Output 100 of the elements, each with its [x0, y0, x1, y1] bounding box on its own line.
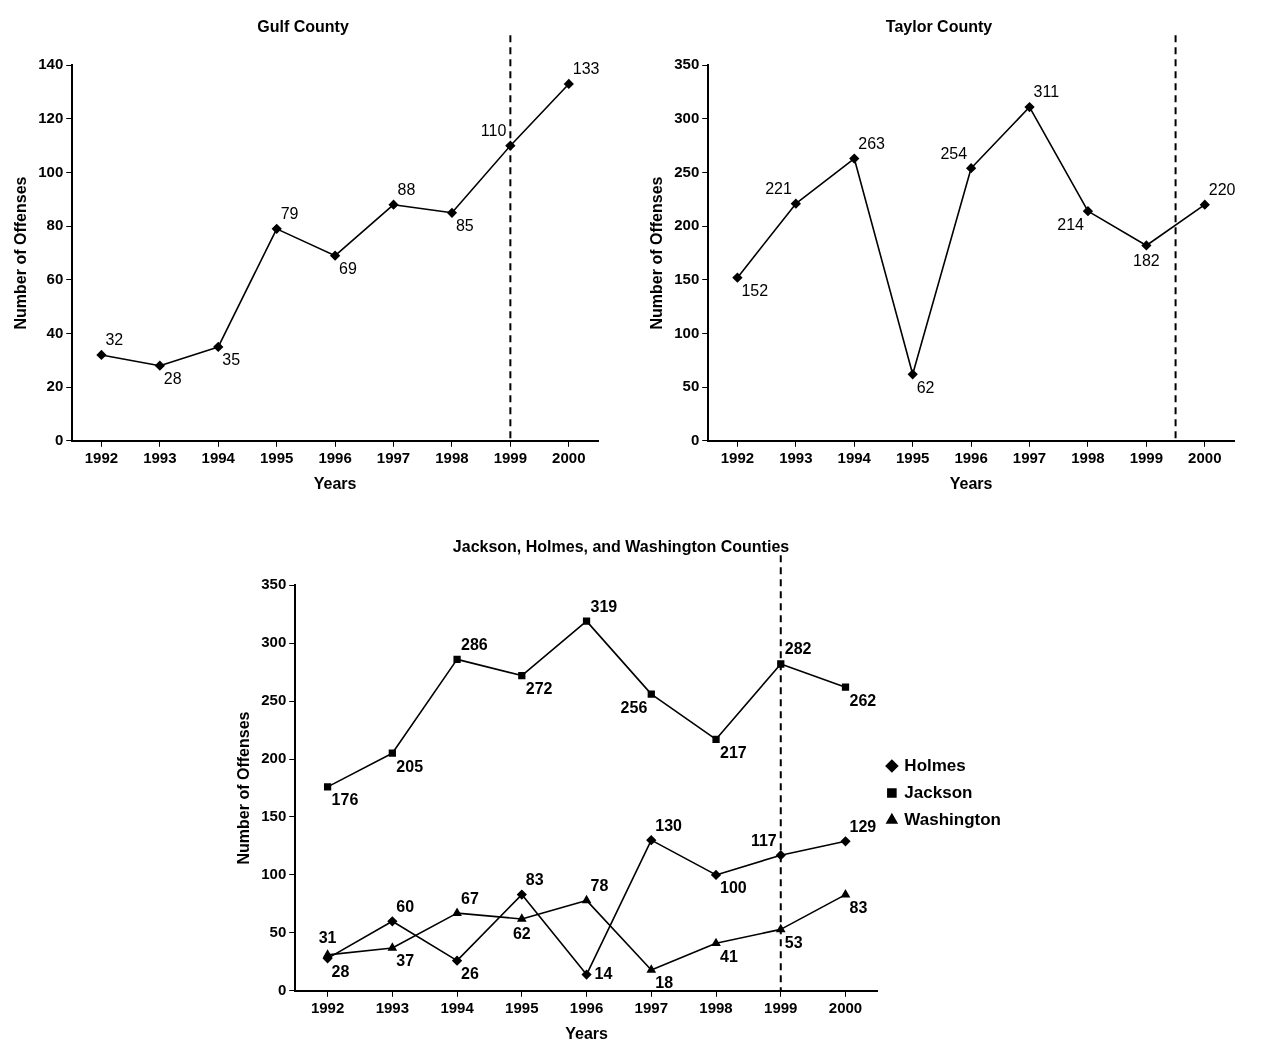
data-label: 133 — [572, 60, 600, 78]
chart-title: Taylor County — [885, 18, 993, 36]
x-tick-label: 2000 — [828, 998, 863, 1016]
x-tick-label: 1998 — [1071, 448, 1105, 466]
y-tick-label: 0 — [54, 430, 64, 448]
y-tick-label: 100 — [674, 323, 700, 341]
data-label: 78 — [590, 876, 609, 894]
y-tick-label: 200 — [261, 749, 287, 767]
data-label: 85 — [455, 217, 474, 235]
y-tick-label: 140 — [38, 55, 64, 73]
x-tick-label: 1993 — [375, 998, 410, 1016]
y-tick-label: 150 — [674, 269, 700, 287]
legend-label: Washington — [904, 809, 1002, 829]
data-label: 26 — [461, 965, 479, 983]
y-tick-label: 60 — [46, 269, 64, 287]
x-axis-title: Years — [313, 474, 357, 492]
data-label: 217 — [720, 743, 747, 761]
x-tick-label: 2000 — [1188, 448, 1222, 466]
data-label: 282 — [784, 640, 812, 658]
y-axis-title: Number of Offenses — [235, 711, 253, 865]
y-tick-label: 100 — [38, 162, 64, 180]
data-label: 62 — [512, 925, 531, 943]
x-tick-label: 2000 — [552, 448, 586, 466]
data-label: 205 — [396, 757, 424, 775]
data-label: 62 — [916, 378, 935, 396]
y-tick-label: 20 — [46, 377, 64, 395]
x-tick-label: 1996 — [954, 448, 988, 466]
y-tick-label: 50 — [682, 377, 700, 395]
x-tick-label: 1997 — [1012, 448, 1047, 466]
y-tick-label: 100 — [261, 865, 287, 883]
y-tick-label: 200 — [674, 216, 700, 234]
data-label: 221 — [765, 180, 792, 198]
data-label: 53 — [784, 933, 803, 951]
data-label: 67 — [461, 889, 479, 907]
chart-title: Jackson, Holmes, and Washington Counties — [452, 538, 790, 556]
y-tick-label: 150 — [261, 807, 287, 825]
data-label: 18 — [655, 974, 674, 992]
data-label: 83 — [525, 871, 544, 889]
x-tick-label: 1998 — [435, 448, 469, 466]
y-tick-label: 250 — [674, 162, 700, 180]
data-label: 79 — [280, 205, 299, 223]
data-label: 28 — [331, 962, 350, 980]
data-label: 319 — [590, 597, 618, 615]
y-tick-label: 350 — [674, 55, 700, 73]
data-label: 129 — [849, 817, 877, 835]
y-axis-title: Number of Offenses — [12, 176, 30, 330]
data-label: 110 — [480, 122, 507, 140]
data-label: 37 — [396, 952, 415, 970]
x-tick-label: 1994 — [440, 998, 475, 1016]
data-label: 262 — [849, 691, 877, 709]
x-tick-label: 1997 — [376, 448, 411, 466]
data-label: 83 — [849, 899, 868, 917]
x-tick-label: 1997 — [634, 998, 668, 1016]
x-tick-label: 1995 — [505, 998, 539, 1016]
x-axis-title: Years — [565, 1024, 608, 1042]
x-tick-label: 1998 — [699, 998, 733, 1016]
data-label: 176 — [331, 791, 359, 809]
x-tick-label: 1996 — [569, 998, 604, 1016]
data-label: 41 — [720, 947, 738, 965]
chart-title: Gulf County — [257, 18, 349, 36]
data-label: 60 — [396, 897, 415, 915]
y-tick-label: 0 — [690, 430, 700, 448]
data-label: 214 — [1057, 215, 1085, 233]
data-label: 14 — [594, 964, 613, 982]
x-tick-label: 1992 — [310, 998, 345, 1016]
data-label: 100 — [720, 879, 747, 897]
data-label: 220 — [1208, 181, 1236, 199]
y-tick-label: 80 — [46, 216, 64, 234]
x-tick-label: 1994 — [837, 448, 872, 466]
data-label: 31 — [318, 929, 337, 947]
data-label: 130 — [655, 816, 683, 834]
legend-label: Holmes — [904, 755, 966, 775]
y-tick-label: 250 — [261, 691, 287, 709]
data-label: 263 — [858, 134, 886, 152]
data-label: 182 — [1133, 251, 1160, 269]
data-label: 69 — [339, 260, 358, 278]
data-label: 272 — [525, 680, 553, 697]
y-tick-label: 300 — [261, 633, 287, 651]
y-tick-label: 120 — [38, 109, 64, 126]
legend-label: Jackson — [904, 782, 973, 802]
data-label: 88 — [397, 181, 416, 199]
data-label: 254 — [940, 144, 968, 162]
x-axis-title: Years — [949, 474, 993, 492]
x-tick-label: 1992 — [720, 448, 755, 466]
x-tick-label: 1992 — [84, 448, 119, 466]
y-axis-title: Number of Offenses — [648, 176, 666, 330]
y-tick-label: 350 — [261, 575, 287, 593]
y-tick-label: 0 — [277, 980, 287, 998]
x-tick-label: 1993 — [779, 448, 813, 466]
data-label: 311 — [1033, 83, 1060, 101]
data-label: 286 — [461, 635, 488, 653]
x-tick-label: 1995 — [260, 448, 294, 466]
x-tick-label: 1999 — [493, 448, 528, 466]
x-tick-label: 1999 — [764, 998, 798, 1016]
data-label: 28 — [163, 370, 182, 388]
data-label: 256 — [620, 698, 648, 716]
y-tick-label: 40 — [46, 323, 64, 341]
x-tick-label: 1995 — [896, 448, 930, 466]
data-label: 35 — [222, 351, 241, 369]
y-tick-label: 300 — [674, 109, 700, 126]
